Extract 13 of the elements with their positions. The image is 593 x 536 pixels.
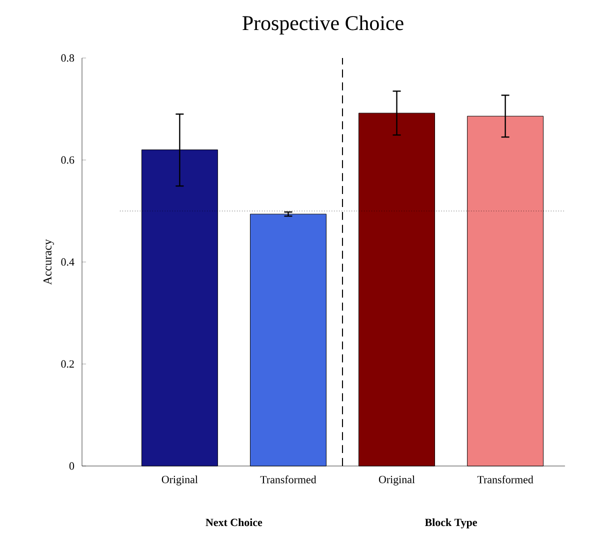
y-tick-label: 0 xyxy=(69,462,74,470)
y-tick-label: 0.8 xyxy=(61,54,74,62)
chart-title: Prospective Choice xyxy=(242,15,404,34)
y-tick-label: 0.2 xyxy=(61,360,74,368)
y-axis-title: Accuracy xyxy=(43,239,54,285)
y-tick-label: 0.6 xyxy=(61,156,74,164)
x-tick-label: Transformed xyxy=(260,476,316,484)
text: Block Type xyxy=(424,518,477,528)
y-tick-label: 0.4 xyxy=(61,258,74,266)
x-tick-label: Original xyxy=(378,476,415,486)
text: Next Choice xyxy=(206,518,262,526)
x-tick-label: Original xyxy=(162,476,198,486)
x-tick-label: Transformed xyxy=(477,476,534,484)
